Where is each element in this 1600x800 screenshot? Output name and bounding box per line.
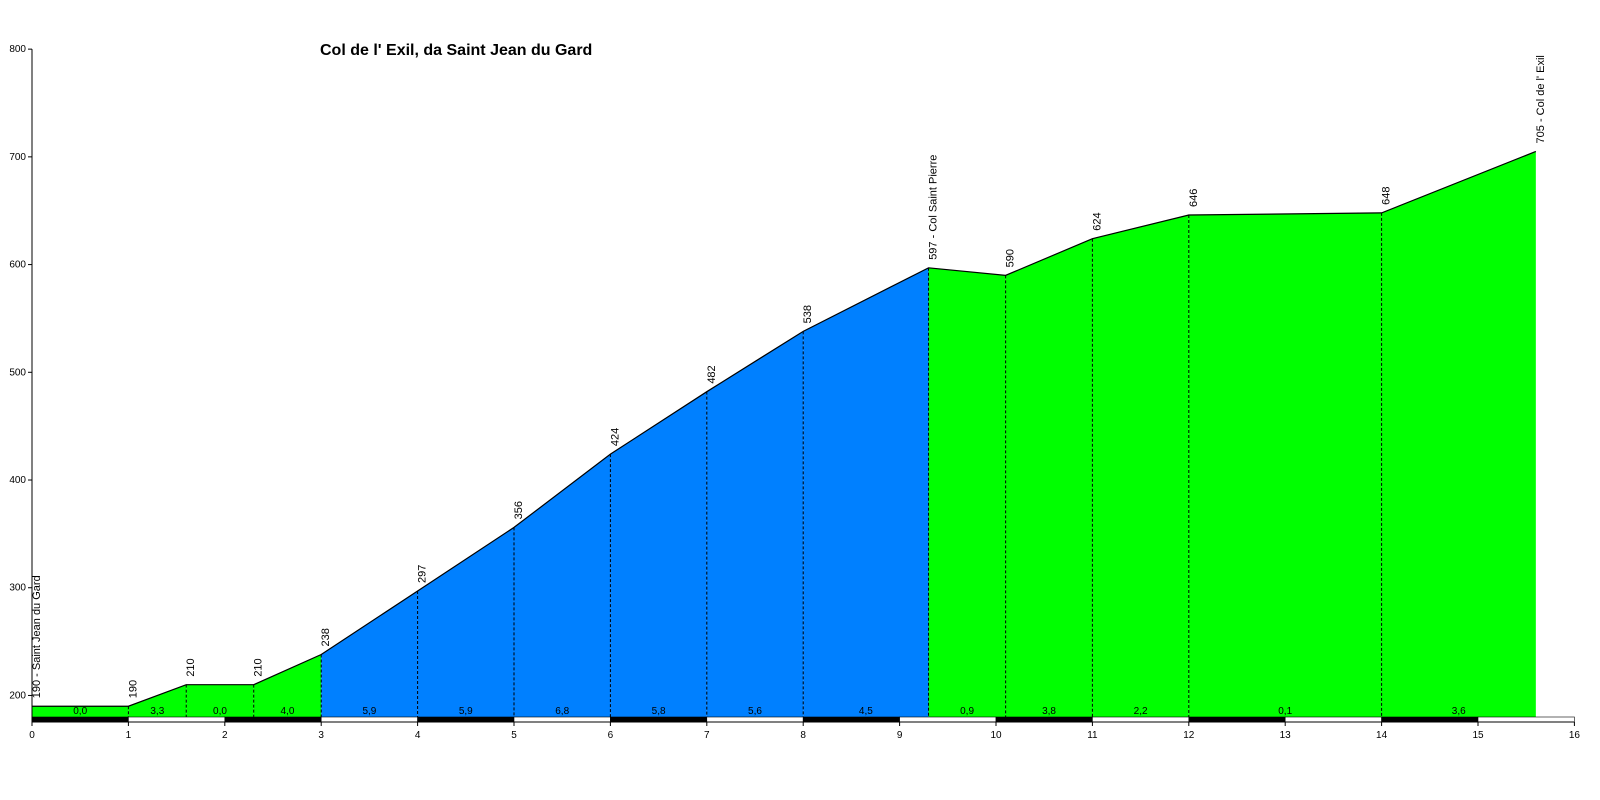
segment-fill-8 (706, 331, 804, 717)
x-tick-label-16: 16 (1569, 730, 1581, 741)
elevation-label-12: 624 (1091, 212, 1103, 230)
elevation-label-11: 590 (1005, 249, 1017, 267)
profile-fills (32, 151, 1536, 718)
y-tick-label-500: 500 (9, 367, 26, 378)
segment-fill-2 (186, 684, 254, 717)
x-tick-label-6: 6 (608, 730, 614, 741)
x-tick-label-1: 1 (126, 730, 132, 741)
scale-block-3 (320, 716, 418, 723)
elevation-label-10: 597 - Col Saint Pierre (928, 155, 940, 260)
segment-fill-7 (610, 391, 707, 717)
grade-label-4: 5,9 (362, 706, 376, 717)
scale-block-11 (1092, 716, 1190, 723)
scale-block-1 (128, 716, 226, 723)
segment-fill-3 (253, 654, 322, 717)
scale-block-9 (899, 716, 997, 723)
grade-label-11: 3,8 (1042, 706, 1056, 717)
distance-scale-bar (31, 716, 1575, 723)
y-tick-label-600: 600 (9, 260, 26, 271)
grade-label-9: 4,5 (859, 706, 873, 717)
y-tick-label-800: 800 (9, 44, 26, 55)
elevation-label-6: 356 (513, 501, 525, 519)
elevation-label-9: 538 (802, 305, 814, 323)
y-tick-labels: 200 300 400 500 600 700 800 (9, 44, 26, 701)
chart-title: Col de l' Exil, da Saint Jean du Gard (320, 42, 592, 59)
x-tick-label-7: 7 (704, 730, 710, 741)
elevation-label-13: 646 (1188, 189, 1200, 207)
x-tick-label-12: 12 (1183, 730, 1195, 741)
elevation-label-5: 297 (417, 565, 429, 583)
x-tick-label-3: 3 (318, 730, 324, 741)
scale-block-0 (31, 716, 129, 723)
segment-fill-9 (803, 267, 929, 717)
grade-label-14: 3,6 (1452, 706, 1466, 717)
profile-outline (32, 150, 1537, 707)
segment-fill-12 (1092, 215, 1189, 718)
scale-block-5 (513, 716, 611, 723)
x-tick-label-8: 8 (800, 730, 806, 741)
x-tick-label-9: 9 (897, 730, 903, 741)
segment-fill-5 (417, 527, 514, 717)
grade-label-0: 0,0 (73, 706, 87, 717)
x-tick-label-2: 2 (222, 730, 228, 741)
x-tick-label-14: 14 (1376, 730, 1388, 741)
elevation-labels: 190 - Saint Jean du Gard 190 210 210 238 297 3… (31, 55, 1547, 698)
elevation-label-1: 190 (127, 680, 139, 698)
segment-fill-13 (1188, 212, 1382, 717)
segment-dividers (127, 212, 1383, 717)
elevation-label-0: 190 - Saint Jean du Gard (31, 575, 43, 698)
segment-fill-14 (1381, 151, 1536, 718)
grade-label-12: 2,2 (1134, 706, 1148, 717)
x-tick-label-15: 15 (1472, 730, 1484, 741)
x-tick-label-11: 11 (1087, 730, 1098, 741)
x-tick-labels: 0 1 2 3 4 5 6 7 8 9 10 11 12 13 14 15 16 (29, 730, 1580, 741)
scale-block-14 (1381, 716, 1479, 723)
segment-fill-0 (32, 706, 129, 717)
grade-label-6: 6,8 (555, 706, 569, 717)
x-tick-label-5: 5 (511, 730, 517, 741)
segment-fill-10 (928, 267, 1006, 717)
grade-label-10: 0,9 (960, 706, 974, 717)
segment-fill-11 (1005, 238, 1093, 717)
y-tick-label-700: 700 (9, 152, 26, 163)
segment-fill-1 (128, 684, 187, 717)
y-tick-label-300: 300 (9, 583, 26, 594)
grade-label-13: 0,1 (1278, 706, 1292, 717)
x-tick-label-10: 10 (990, 730, 1002, 741)
elevation-label-15: 705 - Col de l' Exil (1535, 55, 1547, 143)
elevation-label-14: 648 (1381, 187, 1393, 205)
x-tick-label-0: 0 (29, 730, 35, 741)
scale-block-12 (1188, 716, 1286, 723)
grade-label-3: 4,0 (281, 706, 295, 717)
elevation-label-2: 210 (185, 658, 197, 676)
elevation-label-3: 210 (253, 658, 265, 676)
grade-label-7: 5,8 (652, 706, 666, 717)
scale-block-13 (1284, 716, 1382, 723)
y-tick-label-200: 200 (9, 690, 26, 701)
grade-label-2: 0,0 (213, 706, 227, 717)
axes (28, 48, 1575, 726)
segment-fill-4 (321, 590, 418, 717)
scale-block-7 (706, 716, 804, 723)
gradient-labels: 0,0 3,3 0,0 4,0 5,9 5,9 6,8 5,8 5,6 4,5 0,9 3,8 2,2 0… (73, 706, 1466, 717)
grade-label-5: 5,9 (459, 706, 473, 717)
profile-line (32, 150, 1537, 707)
y-tick-label-400: 400 (9, 475, 26, 486)
grade-label-8: 5,6 (748, 706, 762, 717)
scale-block-2 (224, 716, 322, 723)
x-tick-label-4: 4 (415, 730, 421, 741)
scale-block-8 (802, 716, 900, 723)
elevation-label-7: 424 (609, 428, 621, 446)
elevation-label-8: 482 (706, 365, 718, 383)
scale-block-6 (610, 716, 708, 723)
x-tick-label-13: 13 (1280, 730, 1292, 741)
grade-label-1: 3,3 (150, 706, 164, 717)
segment-fill-6 (514, 454, 611, 717)
scale-block-4 (417, 716, 515, 723)
scale-block-10 (995, 716, 1093, 723)
scale-block-15 (1477, 716, 1575, 723)
elevation-label-4: 238 (320, 628, 332, 646)
